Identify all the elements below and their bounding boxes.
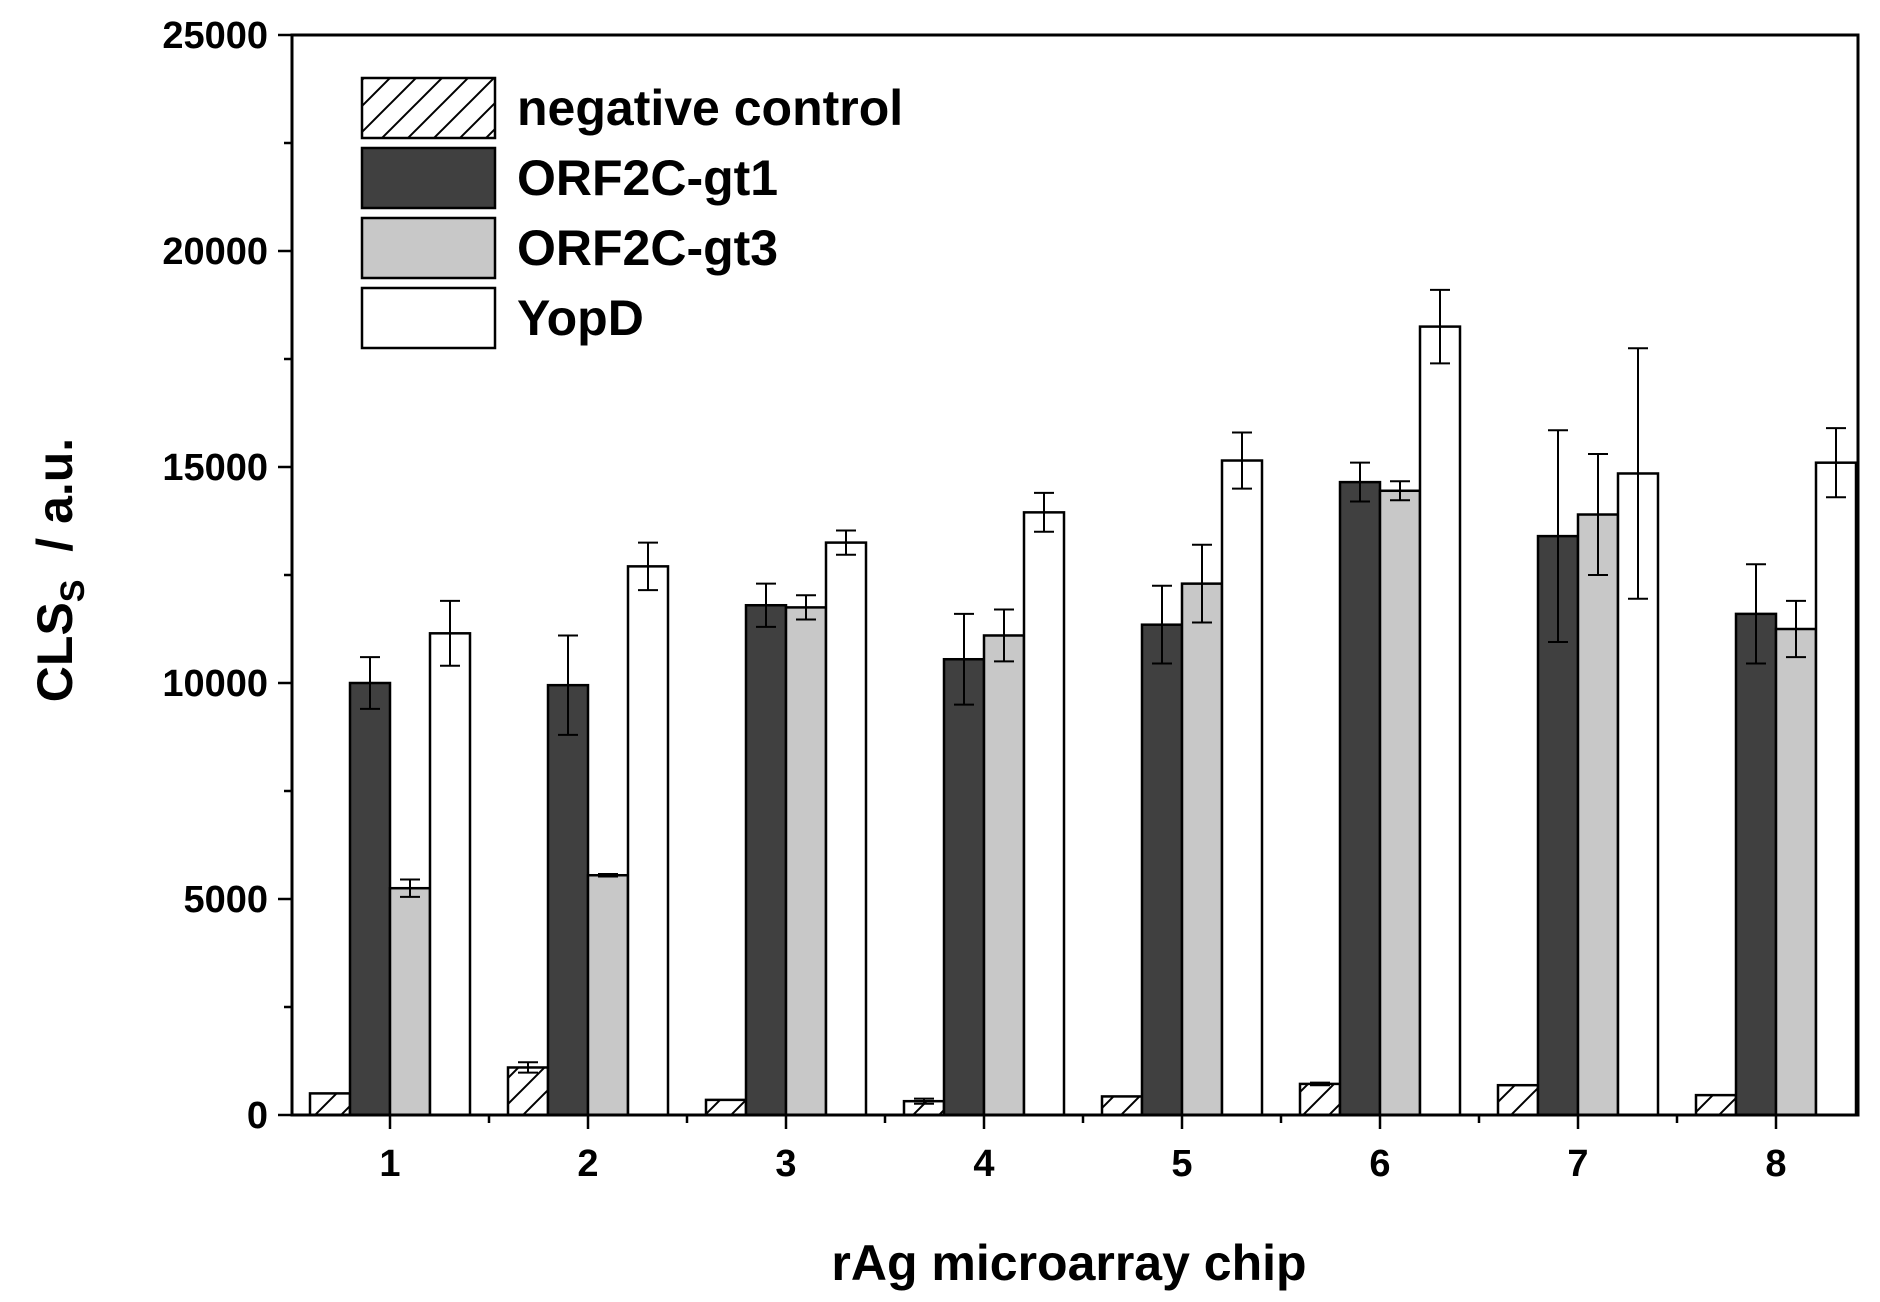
error-bar-orf2c-gt1-chip-4 [954,612,974,706]
error-bar-yopd-chip-3 [836,529,856,556]
legend-label: negative control [517,80,903,136]
bar-yopd-chip-2 [626,565,670,1117]
bar-orf2c-gt3-chip-4 [982,634,1026,1117]
bar-orf2c-gt3-chip-5 [1180,582,1224,1117]
x-tick-label: 6 [1369,1143,1390,1185]
error-bar-orf2c-gt3-chip-5 [1192,543,1212,624]
error-bar-orf2c-gt1-chip-2 [558,634,578,736]
bar-negative-control-chip-2 [506,1066,550,1117]
error-bar-orf2c-gt1-chip-1 [360,656,380,710]
bar-negative-control-chip-8 [1694,1093,1738,1117]
bar-yopd-chip-6 [1418,325,1462,1117]
bars-layer [308,325,1858,1117]
y-axis-title-suffix: / a.u. [27,438,83,580]
error-bar-orf2c-gt1-chip-5 [1152,584,1172,665]
bar-orf2c-gt3-chip-1 [388,886,432,1117]
bar-yopd-chip-8 [1814,461,1858,1117]
legend-label: YopD [517,290,644,346]
bar-negative-control-chip-5 [1100,1095,1144,1117]
error-bar-orf2c-gt3-chip-1 [400,878,420,898]
x-tick-label: 4 [973,1143,994,1185]
y-tick-label: 20000 [162,231,268,273]
error-bar-yopd-chip-8 [1826,427,1846,499]
y-tick-label: 5000 [183,879,268,921]
bar-negative-control-chip-7 [1496,1083,1540,1117]
bar-yopd-chip-1 [428,632,472,1117]
error-bar-orf2c-gt3-chip-7 [1588,453,1608,576]
y-tick-label: 10000 [162,663,268,705]
legend-swatch [360,146,497,210]
legend-item-orf2c-gt3: ORF2C-gt3 [360,216,778,280]
bar-negative-control-chip-1 [308,1092,352,1117]
error-bar-orf2c-gt3-chip-8 [1786,599,1806,659]
error-bar-yopd-chip-7 [1628,347,1648,600]
bar-orf2c-gt1-chip-2 [546,683,590,1117]
legend-item-negative-control: negative control [360,76,903,140]
bar-orf2c-gt1-chip-1 [348,681,392,1117]
error-bar-yopd-chip-5 [1232,431,1252,490]
bar-orf2c-gt3-chip-2 [586,873,630,1117]
bar-orf2c-gt1-chip-3 [744,603,788,1117]
bar-negative-control-chip-6 [1298,1082,1342,1117]
error-bar-negative-control-chip-2 [518,1061,538,1074]
error-bar-yopd-chip-4 [1034,491,1054,533]
error-bar-orf2c-gt3-chip-4 [994,608,1014,663]
bar-orf2c-gt1-chip-4 [942,657,986,1117]
bar-orf2c-gt1-chip-6 [1338,480,1382,1117]
bar-orf2c-gt1-chip-8 [1734,612,1778,1117]
y-tick-label: 25000 [162,15,268,57]
y-axis-title: CLSS / a.u. [27,438,92,702]
legend-item-yopd: YopD [360,286,644,350]
error-bar-orf2c-gt1-chip-6 [1350,461,1370,503]
x-tick-label: 1 [379,1143,400,1185]
legend-item-orf2c-gt1: ORF2C-gt1 [360,146,778,210]
error-bar-yopd-chip-6 [1430,288,1450,365]
x-axis-title: rAg microarray chip [831,1235,1306,1291]
bar-orf2c-gt3-chip-8 [1774,627,1818,1117]
bar-yopd-chip-3 [824,541,868,1117]
bar-negative-control-chip-3 [704,1098,748,1117]
bar-orf2c-gt3-chip-6 [1378,489,1422,1117]
error-bar-orf2c-gt3-chip-6 [1390,480,1410,502]
error-bar-orf2c-gt1-chip-8 [1746,563,1766,665]
legend-swatch [360,216,497,280]
error-bars-layer [360,288,1846,1105]
bar-orf2c-gt3-chip-7 [1576,513,1620,1117]
bar-yopd-chip-4 [1022,511,1066,1117]
error-bar-orf2c-gt3-chip-3 [796,594,816,621]
legend-swatch [360,76,497,140]
x-tick-label: 8 [1765,1143,1786,1185]
error-bar-yopd-chip-2 [638,541,658,592]
y-tick-label: 15000 [162,447,268,489]
legend-swatch [360,286,497,350]
y-axis-title-subscript: S [54,580,92,603]
y-axis-title-main: CLS [27,602,83,702]
error-bar-orf2c-gt1-chip-3 [756,582,776,628]
error-bar-orf2c-gt3-chip-2 [598,872,618,878]
legend-label: ORF2C-gt3 [517,220,778,276]
x-tick-label: 3 [775,1143,796,1185]
error-bar-negative-control-chip-6 [1310,1081,1330,1087]
bar-orf2c-gt3-chip-3 [784,606,828,1117]
legend: negative control ORF2C-gt1 ORF2C-gt3 YopD [360,76,903,350]
y-tick-label: 0 [247,1095,268,1137]
error-bar-yopd-chip-1 [440,599,460,667]
error-bar-orf2c-gt1-chip-7 [1548,429,1568,643]
x-tick-label: 7 [1567,1143,1588,1185]
x-tick-label: 2 [577,1143,598,1185]
legend-label: ORF2C-gt1 [517,150,778,206]
bar-yopd-chip-5 [1220,459,1264,1117]
x-tick-label: 5 [1171,1143,1192,1185]
error-bar-negative-control-chip-4 [914,1097,934,1105]
axes-layer: 0 5000 10000 15000 20000 25000 1 2 3 4 5 6 7 8 [162,15,1786,1185]
bar-orf2c-gt1-chip-5 [1140,623,1184,1117]
